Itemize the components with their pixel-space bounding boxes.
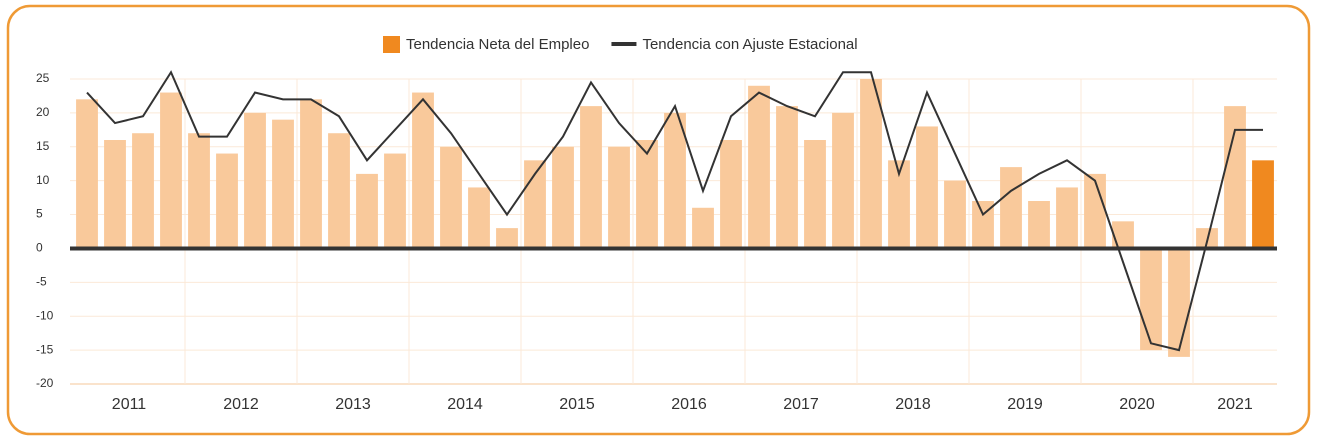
bar (1252, 160, 1274, 249)
y-tick-label: -15 (36, 342, 54, 356)
bar (216, 153, 238, 249)
bar (580, 106, 602, 249)
bar (916, 126, 938, 249)
bar (1168, 248, 1190, 357)
bar (356, 173, 378, 249)
bar (132, 133, 154, 249)
bar (76, 99, 98, 249)
bar (160, 92, 182, 249)
y-tick-label: 5 (36, 207, 43, 221)
x-tick-label: 2013 (335, 396, 371, 413)
y-tick-label: 10 (36, 173, 50, 187)
y-tick-label: -10 (36, 308, 54, 322)
bar (748, 85, 770, 249)
bar (468, 187, 490, 249)
bar (664, 112, 686, 249)
bar (1028, 201, 1050, 249)
x-tick-label: 2019 (1007, 396, 1043, 413)
x-tick-label: 2021 (1217, 396, 1253, 413)
bar (1084, 173, 1106, 249)
bar (244, 112, 266, 249)
bar (1112, 221, 1134, 249)
x-tick-label: 2011 (112, 396, 147, 413)
bar (944, 180, 966, 249)
x-tick-label: 2012 (223, 396, 259, 413)
bar (888, 160, 910, 249)
y-tick-label: -5 (36, 275, 47, 289)
bar (188, 133, 210, 249)
bar (1056, 187, 1078, 249)
bar (776, 106, 798, 249)
bar (804, 140, 826, 249)
bar (720, 140, 742, 249)
bar (860, 79, 882, 249)
bar (1224, 106, 1246, 249)
bar (384, 153, 406, 249)
bar (1140, 248, 1162, 351)
bar (608, 146, 630, 249)
x-tick-label: 2016 (671, 396, 707, 413)
x-tick-label: 2018 (895, 396, 931, 413)
bar (328, 133, 350, 249)
legend-label: Tendencia Neta del Empleo (406, 36, 589, 53)
bar (972, 201, 994, 249)
bar (104, 140, 126, 249)
x-tick-label: 2015 (559, 396, 595, 413)
bar (1000, 167, 1022, 249)
bar (440, 146, 462, 249)
x-tick-label: 2020 (1119, 396, 1155, 413)
bar (552, 146, 574, 249)
x-tick-label: 2017 (783, 396, 819, 413)
y-tick-label: 0 (36, 241, 43, 255)
bar (272, 119, 294, 249)
bar (832, 112, 854, 249)
y-tick-label: 20 (36, 105, 50, 119)
legend-label: Tendencia con Ajuste Estacional (642, 36, 857, 53)
bar (300, 99, 322, 249)
bar (412, 92, 434, 249)
bar (692, 207, 714, 249)
y-tick-label: 25 (36, 71, 50, 85)
bar (636, 140, 658, 249)
y-tick-label: 15 (36, 139, 50, 153)
x-tick-label: 2014 (447, 396, 483, 413)
y-tick-label: -20 (36, 376, 54, 390)
legend-swatch (383, 36, 400, 53)
line (86, 70, 1263, 352)
bar (496, 228, 518, 249)
